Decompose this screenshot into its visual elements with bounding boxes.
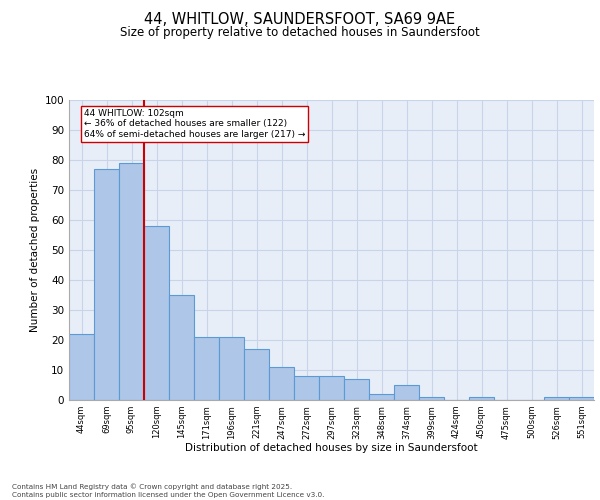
Bar bbox=[369, 394, 394, 400]
Bar bbox=[119, 163, 144, 400]
Bar bbox=[544, 397, 569, 400]
Bar bbox=[469, 397, 494, 400]
Text: 44, WHITLOW, SAUNDERSFOOT, SA69 9AE: 44, WHITLOW, SAUNDERSFOOT, SA69 9AE bbox=[145, 12, 455, 28]
X-axis label: Distribution of detached houses by size in Saundersfoot: Distribution of detached houses by size … bbox=[185, 443, 478, 453]
Bar bbox=[569, 397, 594, 400]
Bar bbox=[294, 376, 319, 400]
Bar bbox=[169, 295, 194, 400]
Bar bbox=[219, 337, 244, 400]
Text: Size of property relative to detached houses in Saundersfoot: Size of property relative to detached ho… bbox=[120, 26, 480, 39]
Bar bbox=[144, 226, 169, 400]
Bar bbox=[269, 367, 294, 400]
Bar bbox=[69, 334, 94, 400]
Y-axis label: Number of detached properties: Number of detached properties bbox=[31, 168, 40, 332]
Text: Contains HM Land Registry data © Crown copyright and database right 2025.
Contai: Contains HM Land Registry data © Crown c… bbox=[12, 484, 325, 498]
Bar bbox=[419, 397, 444, 400]
Bar bbox=[344, 379, 369, 400]
Bar bbox=[394, 385, 419, 400]
Bar bbox=[94, 169, 119, 400]
Text: 44 WHITLOW: 102sqm
← 36% of detached houses are smaller (122)
64% of semi-detach: 44 WHITLOW: 102sqm ← 36% of detached hou… bbox=[83, 109, 305, 139]
Bar bbox=[319, 376, 344, 400]
Bar bbox=[194, 337, 219, 400]
Bar bbox=[244, 349, 269, 400]
